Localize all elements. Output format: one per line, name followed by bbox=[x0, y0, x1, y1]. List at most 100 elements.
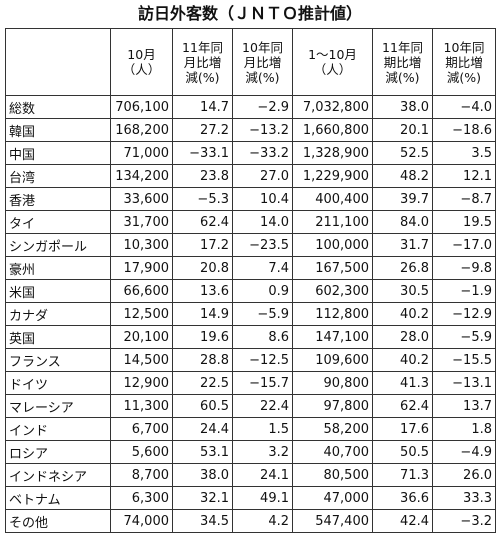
row-label: 米国 bbox=[5, 279, 111, 303]
header-cell bbox=[5, 28, 111, 96]
row-label: 総数 bbox=[5, 95, 111, 119]
table-row: 香港 33,600 −5.3 10.4 400,400 39.7 −8.7 bbox=[5, 187, 496, 211]
cell: −15.7 bbox=[232, 371, 293, 395]
header-row: 10月 （人） 11年同 月比増 減(%) 10年同 月比増 減(%) 1～10月 （人） 11年同… bbox=[5, 28, 496, 96]
cell: 97,800 bbox=[292, 394, 373, 418]
cell: 30.5 bbox=[372, 279, 433, 303]
cell: 11,300 bbox=[110, 394, 173, 418]
header-line: 10年同 bbox=[242, 39, 283, 55]
cell: 40.2 bbox=[372, 348, 433, 372]
cell: 10.4 bbox=[232, 187, 293, 211]
cell: 90,800 bbox=[292, 371, 373, 395]
header-line: 1～10月 bbox=[308, 47, 357, 62]
cell: 36.6 bbox=[372, 486, 433, 510]
cell: 34.5 bbox=[172, 509, 233, 533]
cell: 1,660,800 bbox=[292, 118, 373, 142]
cell: 12.1 bbox=[432, 164, 496, 188]
cell: 13.6 bbox=[172, 279, 233, 303]
cell: 20,100 bbox=[110, 325, 173, 349]
cell: −12.9 bbox=[432, 302, 496, 326]
cell: 8.6 bbox=[232, 325, 293, 349]
cell: −1.9 bbox=[432, 279, 496, 303]
cell: 58,200 bbox=[292, 417, 373, 441]
cell: 19.5 bbox=[432, 210, 496, 234]
cell: 84.0 bbox=[372, 210, 433, 234]
cell: 24.1 bbox=[232, 463, 293, 487]
header-line: 減(%) bbox=[446, 69, 482, 85]
header-cell: 1～10月 （人） bbox=[292, 28, 373, 96]
cell: −33.1 bbox=[172, 141, 233, 165]
table-row: 韓国 168,200 27.2 −13.2 1,660,800 20.1 −18.6 bbox=[5, 118, 496, 142]
title: 訪日外客数（ＪＮＴＯ推計値） bbox=[137, 4, 362, 23]
row-label: その他 bbox=[5, 509, 111, 533]
cell: −18.6 bbox=[432, 118, 496, 142]
cell: −5.9 bbox=[432, 325, 496, 349]
cell: 14.0 bbox=[232, 210, 293, 234]
header-line: 10月 bbox=[127, 47, 156, 62]
table-row: ドイツ 12,900 22.5 −15.7 90,800 41.3 −13.1 bbox=[5, 371, 496, 395]
row-label: フランス bbox=[5, 348, 111, 372]
row-label: 英国 bbox=[5, 325, 111, 349]
cell: 33,600 bbox=[110, 187, 173, 211]
cell: −13.1 bbox=[432, 371, 496, 395]
cell: 62.4 bbox=[172, 210, 233, 234]
row-label: インドネシア bbox=[5, 463, 111, 487]
table-row: 米国 66,600 13.6 0.9 602,300 30.5 −1.9 bbox=[5, 279, 496, 303]
cell: 27.2 bbox=[172, 118, 233, 142]
cell: 100,000 bbox=[292, 233, 373, 257]
row-label: 台湾 bbox=[5, 164, 111, 188]
cell: −5.3 bbox=[172, 187, 233, 211]
cell: 134,200 bbox=[110, 164, 173, 188]
cell: 400,400 bbox=[292, 187, 373, 211]
row-label: カナダ bbox=[5, 302, 111, 326]
cell: 147,100 bbox=[292, 325, 373, 349]
cell: 31.7 bbox=[372, 233, 433, 257]
header-cell: 10年同 期比増 減(%) bbox=[432, 28, 496, 96]
cell: 12,900 bbox=[110, 371, 173, 395]
cell: 17.2 bbox=[172, 233, 233, 257]
cell: 39.7 bbox=[372, 187, 433, 211]
cell: 41.3 bbox=[372, 371, 433, 395]
cell: 38.0 bbox=[172, 463, 233, 487]
header-line: 11年同 bbox=[182, 39, 223, 55]
cell: −23.5 bbox=[232, 233, 293, 257]
header-line: 10年同 bbox=[443, 39, 485, 55]
row-label: 中国 bbox=[5, 141, 111, 165]
row-label: タイ bbox=[5, 210, 111, 234]
cell: 706,100 bbox=[110, 95, 173, 119]
cell: 3.2 bbox=[232, 440, 293, 464]
table-row: 中国 71,000 −33.1 −33.2 1,328,900 52.5 3.5 bbox=[5, 141, 496, 165]
cell: 53.1 bbox=[172, 440, 233, 464]
cell: 66,600 bbox=[110, 279, 173, 303]
cell: −12.5 bbox=[232, 348, 293, 372]
cell: −17.0 bbox=[432, 233, 496, 257]
cell: 14,500 bbox=[110, 348, 173, 372]
cell: 80,500 bbox=[292, 463, 373, 487]
header-line: 月比増 bbox=[183, 54, 222, 70]
cell: 17,900 bbox=[110, 256, 173, 280]
table-row: 総数 706,100 14.7 −2.9 7,032,800 38.0 −4.0 bbox=[5, 95, 496, 119]
cell: −4.9 bbox=[432, 440, 496, 464]
cell: −8.7 bbox=[432, 187, 496, 211]
cell: 1,328,900 bbox=[292, 141, 373, 165]
table-row: シンガポール 10,300 17.2 −23.5 100,000 31.7 −17.0 bbox=[5, 233, 496, 257]
cell: 12,500 bbox=[110, 302, 173, 326]
cell: −4.0 bbox=[432, 95, 496, 119]
cell: 48.2 bbox=[372, 164, 433, 188]
cell: 60.5 bbox=[172, 394, 233, 418]
cell: 42.4 bbox=[372, 509, 433, 533]
cell: 167,500 bbox=[292, 256, 373, 280]
header-line: 期比増 bbox=[383, 54, 422, 70]
table-row: インドネシア 8,700 38.0 24.1 80,500 71.3 26.0 bbox=[5, 463, 496, 487]
cell: 62.4 bbox=[372, 394, 433, 418]
cell: 71,000 bbox=[110, 141, 173, 165]
cell: 0.9 bbox=[232, 279, 293, 303]
cell: 17.6 bbox=[372, 417, 433, 441]
cell: 6,300 bbox=[110, 486, 173, 510]
cell: 112,800 bbox=[292, 302, 373, 326]
cell: 20.1 bbox=[372, 118, 433, 142]
cell: 109,600 bbox=[292, 348, 373, 372]
cell: 33.3 bbox=[432, 486, 496, 510]
cell: 6,700 bbox=[110, 417, 173, 441]
